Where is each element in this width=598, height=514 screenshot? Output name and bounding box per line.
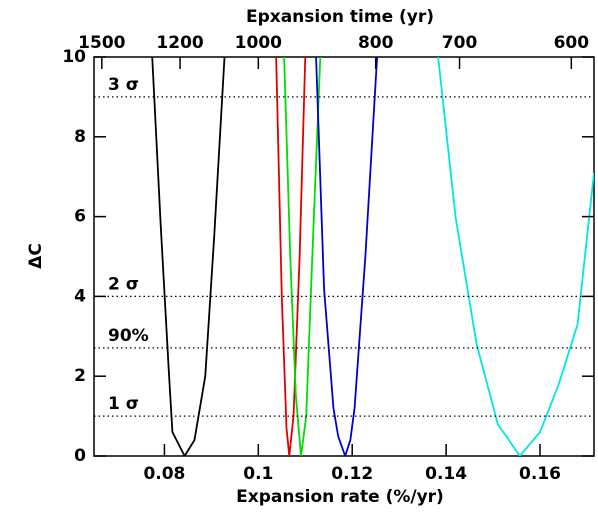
x-axis-label: Expansion rate (%/yr) bbox=[236, 487, 444, 507]
x-tick-label: 0.14 bbox=[425, 464, 467, 484]
x-tick-label: 0.16 bbox=[519, 464, 561, 484]
reference-label: 2 σ bbox=[108, 274, 139, 294]
data-line bbox=[437, 57, 594, 456]
y-tick-label: 0 bbox=[74, 446, 86, 466]
x2-tick-label: 700 bbox=[442, 33, 478, 53]
chart-title: Epxansion time (yr) bbox=[246, 7, 434, 27]
x2-tick-label: 1500 bbox=[78, 33, 125, 53]
reference-label: 1 σ bbox=[108, 394, 139, 414]
x-tick-label: 0.1 bbox=[243, 464, 273, 484]
x-tick-label: 0.12 bbox=[331, 464, 373, 484]
y-tick-label: 8 bbox=[74, 127, 86, 147]
x2-tick-label: 1200 bbox=[156, 33, 203, 53]
data-line bbox=[315, 57, 378, 456]
x2-tick-label: 800 bbox=[358, 33, 394, 53]
y-tick-label: 6 bbox=[74, 207, 86, 227]
plot-area bbox=[151, 57, 594, 456]
x2-tick-label: 1000 bbox=[235, 33, 282, 53]
reference-label: 3 σ bbox=[108, 75, 139, 95]
x-tick-label: 0.08 bbox=[143, 464, 185, 484]
x2-tick-label: 600 bbox=[554, 33, 590, 53]
y-tick-label: 10 bbox=[62, 47, 86, 67]
plot-frame bbox=[93, 56, 595, 457]
y-tick-label: 4 bbox=[74, 286, 86, 306]
data-line bbox=[151, 57, 226, 456]
y-tick-label: 2 bbox=[74, 366, 86, 386]
data-line bbox=[275, 57, 307, 456]
data-line bbox=[283, 57, 322, 456]
y-axis-label: ΔC bbox=[26, 243, 46, 269]
reference-label: 90% bbox=[108, 326, 149, 346]
